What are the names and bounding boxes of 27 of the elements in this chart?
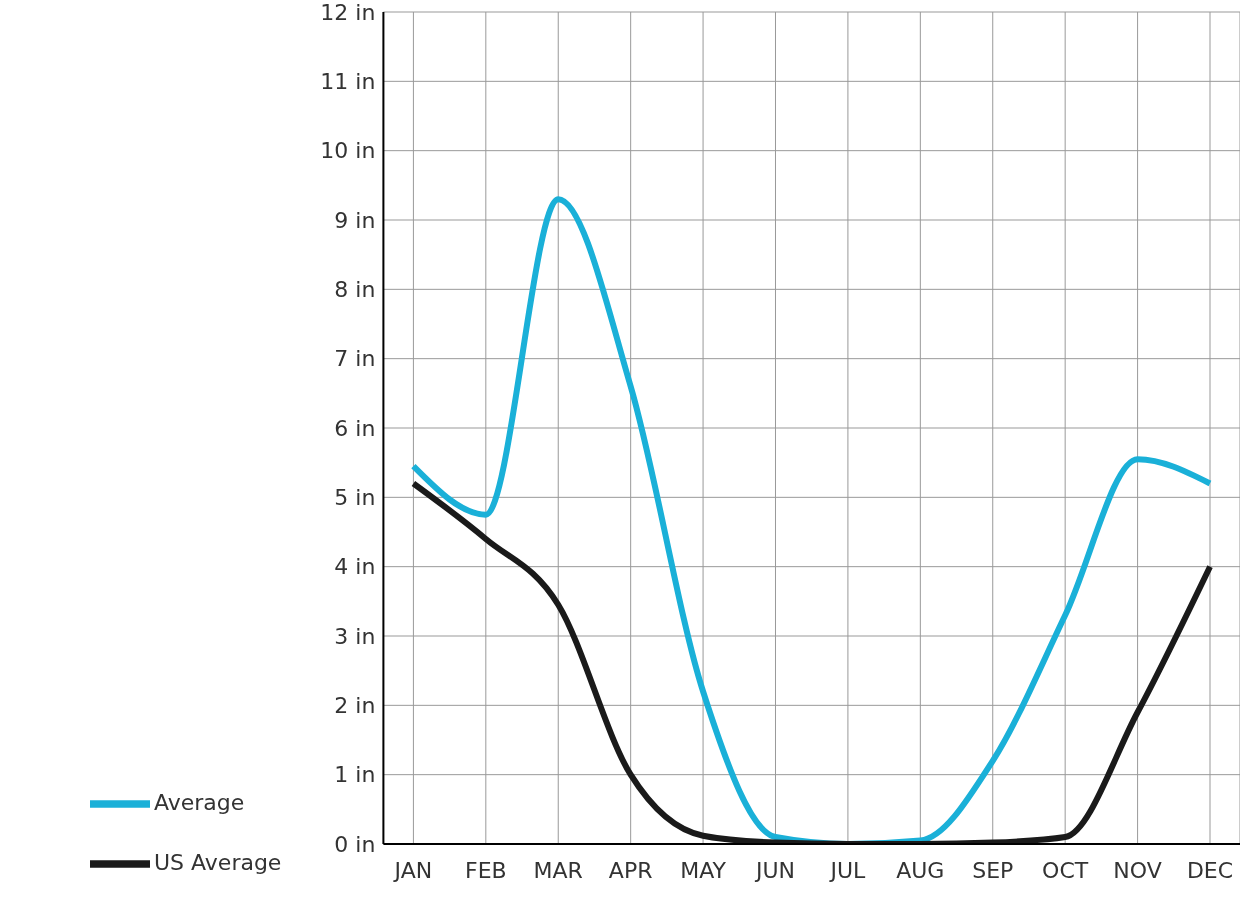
x-tick-label: APR xyxy=(608,857,653,883)
x-tick-label: MAY xyxy=(680,857,727,883)
x-tick-label: DEC xyxy=(1186,857,1234,883)
x-tick-label: SEP xyxy=(972,857,1014,883)
y-tick-label: 9 in xyxy=(334,207,376,233)
y-tick-label: 8 in xyxy=(334,277,376,303)
y-tick-label: 11 in xyxy=(320,69,376,95)
x-tick-label: MAR xyxy=(533,857,583,883)
legend-label: Average xyxy=(154,790,245,815)
x-tick-label: OCT xyxy=(1042,857,1089,883)
x-tick-label: NOV xyxy=(1113,857,1162,883)
y-tick-label: 0 in xyxy=(334,831,376,857)
x-tick-label: FEB xyxy=(465,857,507,883)
legend-label: US Average xyxy=(154,850,282,875)
x-tick-label: AUG xyxy=(896,857,945,883)
x-tick-label: JUN xyxy=(753,857,796,883)
y-tick-label: 7 in xyxy=(334,346,376,372)
x-tick-label: JUL xyxy=(828,857,867,883)
y-tick-label: 1 in xyxy=(334,762,376,788)
y-tick-label: 10 in xyxy=(320,138,376,164)
y-tick-label: 5 in xyxy=(334,485,376,511)
y-tick-label: 3 in xyxy=(334,623,376,649)
y-tick-label: 12 in xyxy=(320,0,376,25)
y-tick-label: 4 in xyxy=(334,554,376,580)
y-tick-label: 6 in xyxy=(334,415,376,441)
y-tick-label: 2 in xyxy=(334,693,376,719)
x-tick-label: JAN xyxy=(392,857,433,883)
